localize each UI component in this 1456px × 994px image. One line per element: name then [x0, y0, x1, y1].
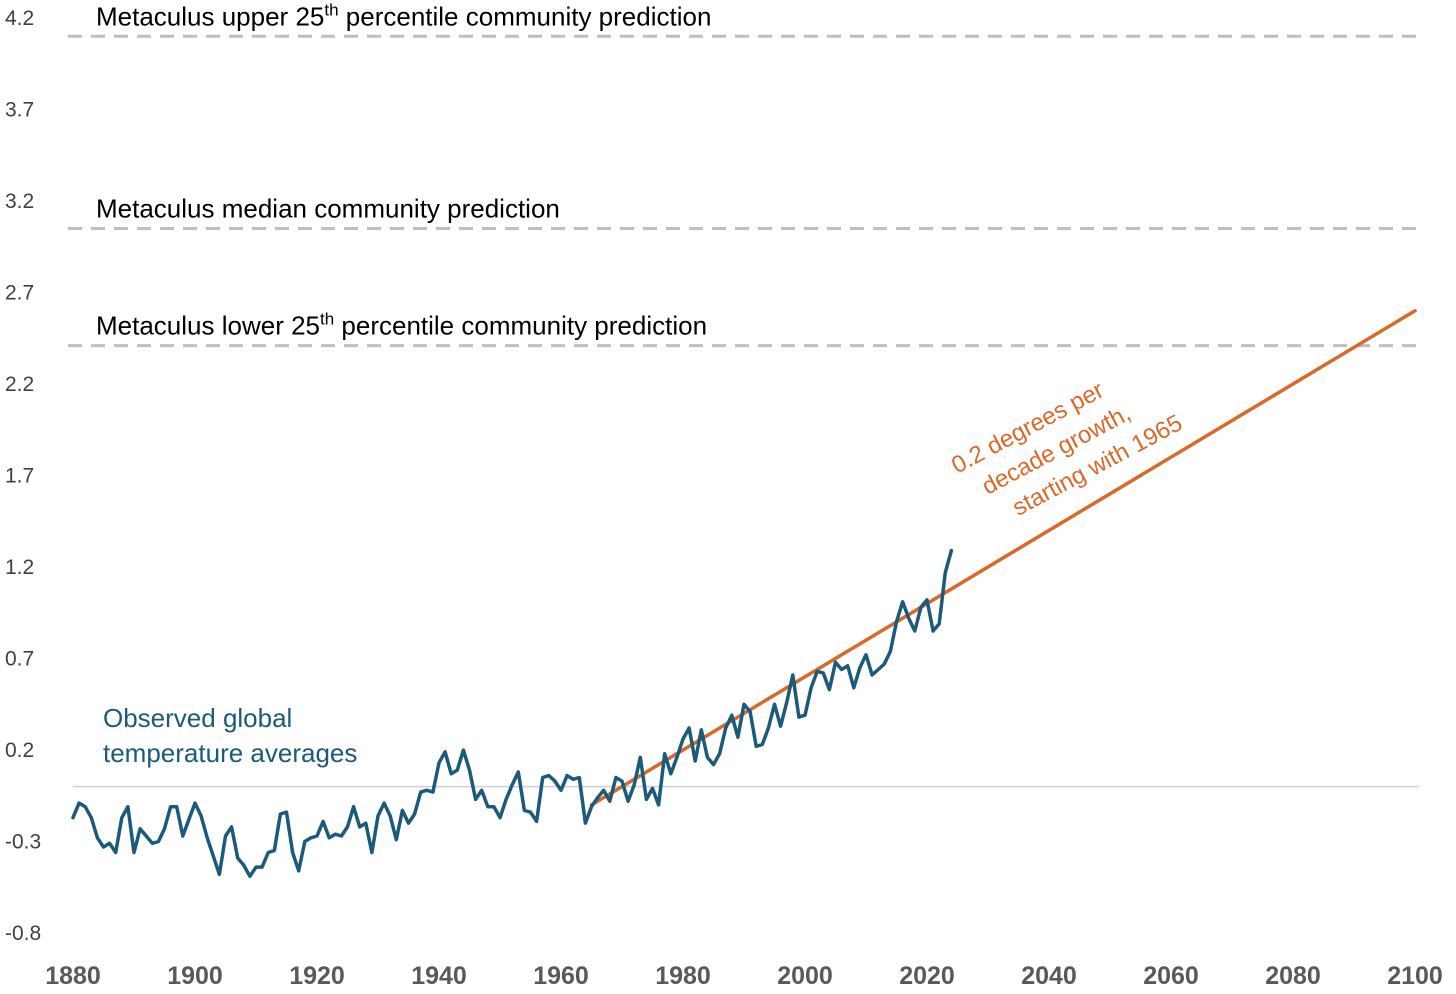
reference-line-label: Metaculus median community prediction — [96, 193, 560, 223]
y-tick-label: 3.7 — [5, 99, 34, 122]
x-axis: 1880 1900 1920 1940 1960 1980 2000 2020 2040 2060… — [45, 962, 1443, 990]
y-tick-label: 4.2 — [5, 7, 34, 30]
y-axis: -0.8 -0.3 0.2 0.7 1.2 1.7 2.2 2.7 3.2 3.7 4.2 — [5, 7, 41, 945]
reference-lines: Metaculus upper 25th percentile communit… — [68, 0, 1420, 348]
x-tick-label: 1960 — [533, 962, 589, 990]
series-labels: Observed global temperature averages 0.2 d… — [103, 351, 1187, 768]
trend-series-label: 0.2 degrees perdecade growth,starting wi… — [947, 351, 1187, 537]
x-tick-label: 2040 — [1021, 962, 1077, 990]
trend-line — [589, 309, 1417, 807]
reference-line-label: Metaculus lower 25th percentile communit… — [96, 310, 707, 341]
y-tick-label: 2.2 — [5, 373, 34, 396]
x-tick-label: 2020 — [899, 962, 955, 990]
series-layer — [71, 309, 1417, 879]
x-tick-label: 2000 — [777, 962, 833, 990]
y-tick-label: 0.7 — [5, 648, 34, 671]
x-tick-label: 1900 — [167, 962, 223, 990]
x-tick-label: 2080 — [1265, 962, 1321, 990]
y-tick-label: -0.8 — [5, 922, 41, 945]
x-tick-label: 1920 — [289, 962, 345, 990]
reference-line-label: Metaculus upper 25th percentile communit… — [96, 0, 711, 31]
y-tick-label: 0.2 — [5, 739, 34, 762]
x-tick-label: 1980 — [655, 962, 711, 990]
observed-temperature-line — [71, 548, 954, 879]
y-tick-label: 3.2 — [5, 190, 34, 213]
y-tick-label: -0.3 — [5, 831, 41, 854]
x-tick-label: 1880 — [45, 962, 101, 990]
observed-series-label: Observed global temperature averages — [103, 703, 357, 768]
x-tick-label: 1940 — [411, 962, 467, 990]
y-tick-label: 1.2 — [5, 556, 34, 579]
y-tick-label: 2.7 — [5, 282, 34, 305]
y-tick-label: 1.7 — [5, 465, 34, 488]
x-tick-label: 2060 — [1143, 962, 1199, 990]
x-tick-label: 2100 — [1387, 962, 1443, 990]
